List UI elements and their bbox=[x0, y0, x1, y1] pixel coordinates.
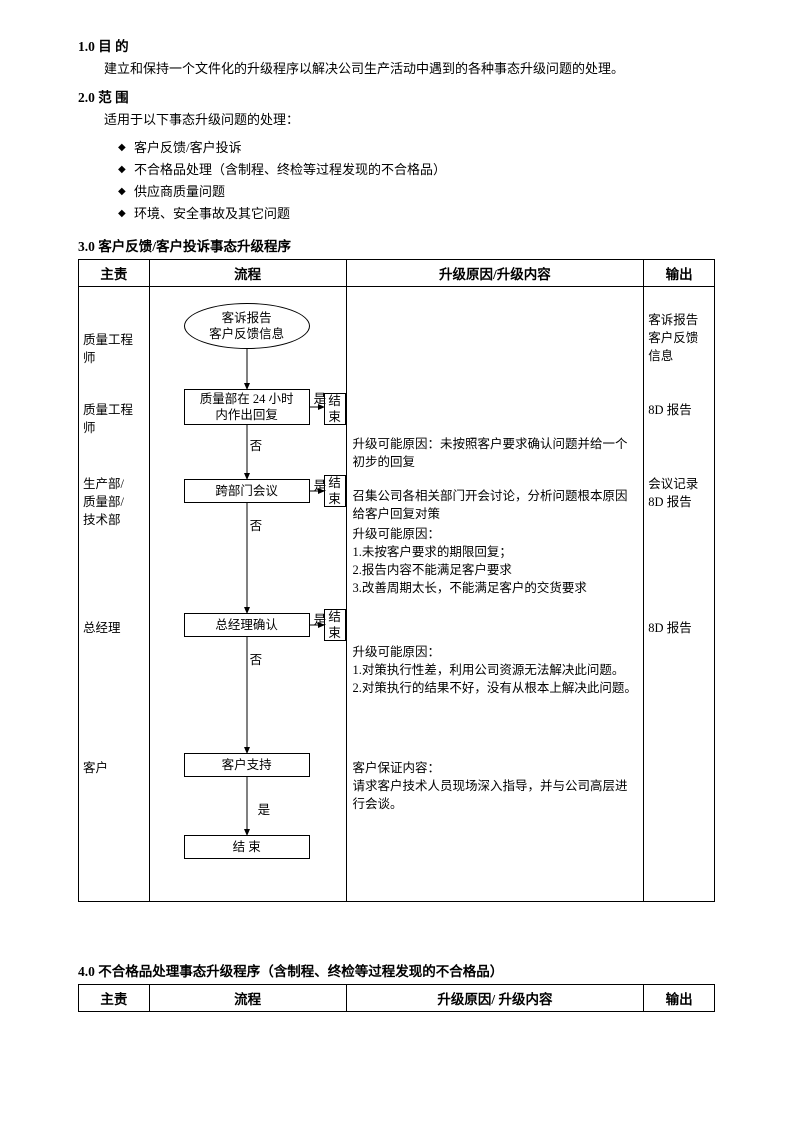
resp-label: 生产部/ 质量部/ 技术部 bbox=[83, 475, 145, 529]
out-cell: 客诉报告 客户反馈 信息 8D 报告 会议记录 8D 报告 8D 报告 bbox=[644, 286, 715, 901]
flow-yes-label: 是 bbox=[314, 388, 327, 407]
reason-cell: 升级可能原因：未按照客户要求确认问题并给一个初步的回复 召集公司各相关部门开会讨… bbox=[346, 286, 644, 901]
flow-end-box: 结 束 bbox=[324, 393, 346, 425]
flow-no-label: 否 bbox=[250, 515, 263, 534]
reason-block: 升级可能原因： 1.对策执行性差，利用公司资源无法解决此问题。 2.对策执行的结… bbox=[353, 643, 638, 697]
th-flow: 流程 bbox=[149, 259, 346, 286]
th-out: 输出 bbox=[644, 259, 715, 286]
flow-text: 客诉报告 bbox=[185, 310, 309, 326]
out-line: 会议记录 bbox=[648, 477, 698, 491]
bullet-item: 客户反馈/客户投诉 bbox=[118, 137, 715, 159]
th-flow: 流程 bbox=[149, 984, 346, 1011]
flow-text: 内作出回复 bbox=[185, 407, 309, 423]
reason-line: 升级可能原因： bbox=[353, 645, 441, 659]
flow-end-final: 结 束 bbox=[184, 835, 310, 859]
reason-block: 客户保证内容： 请求客户技术人员现场深入指导，并与公司高层进行会谈。 bbox=[353, 759, 638, 813]
resp-cell: 质量工程师 质量工程师 生产部/ 质量部/ 技术部 总经理 客户 bbox=[79, 286, 150, 901]
flow-text: 束 bbox=[325, 491, 345, 507]
flow-text: 客户支持 bbox=[185, 757, 309, 773]
reason-line: 请求客户技术人员现场深入指导，并与公司高层进行会谈。 bbox=[353, 779, 628, 811]
flow-no-label: 否 bbox=[250, 649, 263, 668]
section-2-heading: 2.0 范 围 bbox=[78, 86, 715, 106]
resp-sub: 技术部 bbox=[83, 513, 121, 527]
section-3-heading: 3.0 客户反馈/客户投诉事态升级程序 bbox=[78, 235, 715, 255]
flow-yes-label: 是 bbox=[314, 475, 327, 494]
reason-line: 3.改善周期太长，不能满足客户的交货要求 bbox=[353, 581, 587, 595]
section-4-heading: 4.0 不合格品处理事态升级程序（含制程、终检等过程发现的不合格品） bbox=[78, 960, 715, 980]
procedure-table-4: 主责 流程 升级原因/ 升级内容 输出 bbox=[78, 984, 715, 1012]
bullet-item: 环境、安全事故及其它问题 bbox=[118, 203, 715, 225]
flow-no-label: 否 bbox=[250, 435, 263, 454]
resp-sub: 生产部/ bbox=[83, 477, 124, 491]
flow-box: 质量部在 24 小时 内作出回复 bbox=[184, 389, 310, 425]
flow-text: 质量部在 24 小时 bbox=[185, 391, 309, 407]
flow-box: 总经理确认 bbox=[184, 613, 310, 637]
th-resp: 主责 bbox=[79, 259, 150, 286]
th-resp: 主责 bbox=[79, 984, 150, 1011]
flow-text: 总经理确认 bbox=[185, 617, 309, 633]
flow-text: 结 bbox=[325, 475, 345, 491]
reason-text: 升级可能原因：未按照客户要求确认问题并给一个初步的回复 bbox=[353, 435, 638, 471]
section-1-text: 建立和保持一个文件化的升级程序以解决公司生产活动中遇到的各种事态升级问题的处理。 bbox=[104, 59, 715, 80]
bullet-item: 供应商质量问题 bbox=[118, 181, 715, 203]
reason-text: 召集公司各相关部门开会讨论，分析问题根本原因给客户回复对策 bbox=[353, 487, 638, 523]
reason-line: 升级可能原因： bbox=[353, 527, 441, 541]
flow-text: 跨部门会议 bbox=[185, 483, 309, 499]
reason-line: 2.对策执行的结果不好，没有从根本上解决此问题。 bbox=[353, 681, 637, 695]
flow-cell: 客诉报告 客户反馈信息 质量部在 24 小时 内作出回复 结 束 是 否 跨部门… bbox=[149, 286, 346, 901]
out-line: 客户反馈 bbox=[648, 331, 698, 345]
flow-svg bbox=[150, 287, 345, 901]
out-label: 会议记录 8D 报告 bbox=[648, 475, 710, 511]
reason-line: 1.对策执行性差，利用公司资源无法解决此问题。 bbox=[353, 663, 625, 677]
resp-label: 客户 bbox=[83, 759, 145, 777]
flow-yes-label: 是 bbox=[258, 799, 271, 818]
flow-text: 结 bbox=[325, 393, 345, 409]
resp-label: 质量工程师 bbox=[83, 401, 145, 437]
out-label: 8D 报告 bbox=[648, 401, 710, 419]
out-line: 客诉报告 bbox=[648, 313, 698, 327]
resp-label: 质量工程师 bbox=[83, 331, 145, 367]
flow-text: 束 bbox=[325, 625, 345, 641]
reason-block: 升级可能原因： 1.未按客户要求的期限回复； 2.报告内容不能满足客户要求 3.… bbox=[353, 525, 638, 598]
section-2-intro: 适用于以下事态升级问题的处理： bbox=[104, 110, 715, 131]
resp-sub: 质量部/ bbox=[83, 495, 124, 509]
flow-box: 客户支持 bbox=[184, 753, 310, 777]
out-label: 8D 报告 bbox=[648, 619, 710, 637]
reason-line: 2.报告内容不能满足客户要求 bbox=[353, 563, 512, 577]
flow-start-ellipse: 客诉报告 客户反馈信息 bbox=[184, 303, 310, 349]
procedure-table-3: 主责 流程 升级原因/升级内容 输出 质量工程师 质量工程师 生产部/ 质量部/… bbox=[78, 259, 715, 902]
section-1-heading: 1.0 目 的 bbox=[78, 35, 715, 55]
flow-box: 跨部门会议 bbox=[184, 479, 310, 503]
th-reason: 升级原因/ 升级内容 bbox=[346, 984, 644, 1011]
flow-text: 束 bbox=[325, 409, 345, 425]
th-out: 输出 bbox=[644, 984, 715, 1011]
flow-text: 结 bbox=[325, 609, 345, 625]
flow-end-box: 结 束 bbox=[324, 475, 346, 507]
out-line: 信息 bbox=[648, 349, 673, 363]
flow-yes-label: 是 bbox=[314, 609, 327, 628]
reason-line: 1.未按客户要求的期限回复； bbox=[353, 545, 512, 559]
flow-text: 客户反馈信息 bbox=[185, 326, 309, 342]
th-reason: 升级原因/升级内容 bbox=[346, 259, 644, 286]
resp-label: 总经理 bbox=[83, 619, 145, 637]
reason-line: 客户保证内容： bbox=[353, 761, 441, 775]
flow-text: 结 束 bbox=[185, 839, 309, 855]
flow-end-box: 结 束 bbox=[324, 609, 346, 641]
out-line: 8D 报告 bbox=[648, 495, 691, 509]
out-label: 客诉报告 客户反馈 信息 bbox=[648, 311, 710, 365]
bullet-item: 不合格品处理（含制程、终检等过程发现的不合格品） bbox=[118, 159, 715, 181]
